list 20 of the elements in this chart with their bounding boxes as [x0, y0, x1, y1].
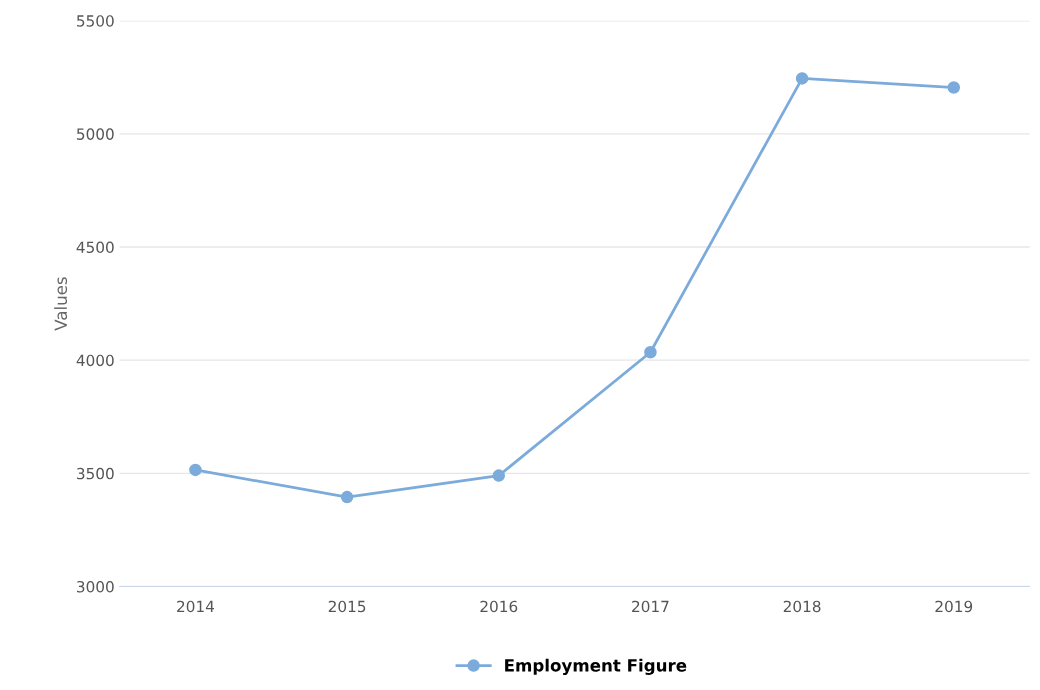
- point: [492, 469, 506, 482]
- y-tick-label: 4500: [76, 241, 114, 254]
- point: [189, 463, 202, 477]
- y-tick-label: 4000: [76, 354, 114, 367]
- legend-label: Employment Figure: [505, 658, 687, 675]
- x-tick-label: 2019: [935, 600, 973, 613]
- point: [795, 72, 809, 85]
- point: [340, 490, 354, 504]
- x-tick-label: 2016: [480, 600, 518, 613]
- y-tick-label: 5000: [77, 128, 114, 140]
- point: [947, 81, 961, 94]
- x-tick-label: 2015: [328, 600, 366, 613]
- x-tick-label: 2018: [783, 600, 821, 613]
- x-tick-label: 2014: [177, 600, 215, 613]
- point: [644, 346, 657, 359]
- y-tick-label: 5500: [77, 15, 114, 27]
- x-tick-label: 2017: [632, 600, 669, 613]
- y-axis-title: Values: [54, 277, 68, 331]
- y-tick-label: 3000: [77, 580, 114, 593]
- y-tick-label: 3500: [77, 467, 114, 480]
